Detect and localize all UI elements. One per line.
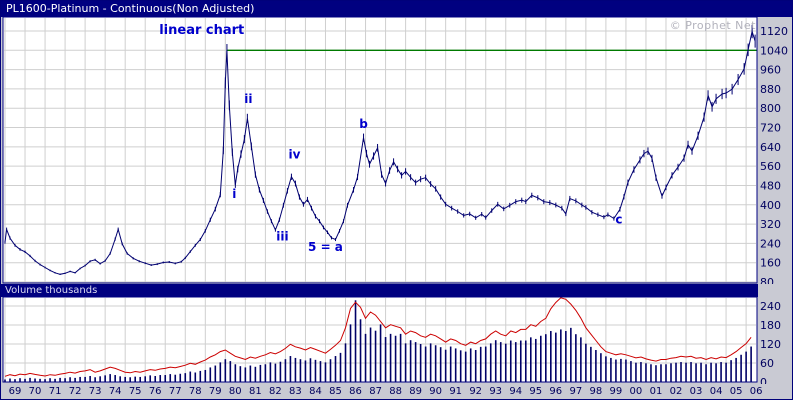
year-label: 85 (329, 386, 342, 397)
price-axis-label: 320 (760, 218, 781, 231)
price-axis-label: 560 (760, 160, 781, 173)
year-label: 06 (749, 386, 763, 397)
year-label: 89 (409, 386, 422, 397)
year-label: 96 (549, 386, 563, 397)
price-line (4, 29, 756, 275)
year-label: 94 (509, 386, 523, 397)
prophet-net-watermark: © Prophet Net (669, 19, 756, 32)
price-axis-label: 640 (760, 141, 781, 154)
annotation: iii (276, 229, 288, 243)
annotation: 5 = a (308, 240, 343, 254)
year-label: 78 (188, 386, 202, 397)
annotation: i (232, 187, 236, 201)
year-label: 05 (729, 386, 743, 397)
volume-panel-header: Volume thousands (1, 284, 758, 297)
annotation: linear chart (159, 23, 244, 38)
year-label: 98 (589, 386, 603, 397)
volume-axis-label: 180 (760, 319, 781, 332)
year-label: 95 (529, 386, 543, 397)
year-label: 81 (249, 386, 262, 397)
year-label: 97 (569, 386, 583, 397)
price-axis-label: 960 (760, 64, 781, 77)
year-label: 77 (168, 386, 182, 397)
year-label: 80 (228, 386, 242, 397)
price-axis-label: 720 (760, 122, 781, 135)
year-label: 74 (108, 386, 122, 397)
year-label: 03 (689, 386, 703, 397)
year-label: 69 (8, 386, 22, 397)
annotation: ii (244, 92, 252, 106)
price-axis-label: 480 (760, 179, 781, 192)
year-label: 79 (208, 386, 222, 397)
year-label: 76 (148, 386, 162, 397)
chart-title: PL1600-Platinum - Continuous(Non Adjuste… (6, 2, 255, 15)
price-axis-label: 80 (760, 276, 774, 284)
price-axis-label: 240 (760, 237, 781, 250)
price-axis-label: 160 (760, 257, 781, 270)
year-label: 72 (68, 386, 82, 397)
year-label: 01 (649, 386, 663, 397)
volume-axis-label: 60 (760, 357, 774, 370)
year-label: 75 (128, 386, 142, 397)
year-label: 88 (389, 386, 402, 397)
volume-axis-label: 120 (760, 338, 781, 351)
year-label: 04 (709, 386, 723, 397)
annotation: b (359, 117, 368, 131)
volume-axis-label: 0 (760, 376, 767, 384)
year-label: 84 (309, 386, 322, 397)
year-label: 90 (429, 386, 442, 397)
annotation: iv (288, 147, 300, 161)
year-label: 83 (289, 386, 302, 397)
year-label: 00 (629, 386, 643, 397)
year-label: 99 (609, 386, 623, 397)
volume-chart-canvas: 240 180 120 60 0 (2, 297, 781, 384)
volume-axis-label: 240 (760, 300, 781, 313)
price-axis-label: 800 (760, 102, 781, 115)
price-plot-bg (3, 17, 757, 283)
year-label: 92 (469, 386, 483, 397)
price-axis-label: 400 (760, 199, 781, 212)
x-axis-year-labels: 69 70 71 72 73 74 75 76 77 78 79 80 81 82 83 84 85 86 87 88… (1, 384, 792, 399)
price-axis-label: 1040 (760, 44, 788, 57)
year-label: 82 (269, 386, 282, 397)
year-label: 91 (449, 386, 463, 397)
price-axis-label: 1120 (760, 25, 788, 38)
year-label: 71 (48, 386, 62, 397)
year-label: 93 (489, 386, 503, 397)
year-label: 87 (369, 386, 382, 397)
annotation: c (615, 213, 622, 227)
title-bar: PL1600-Platinum - Continuous(Non Adjuste… (1, 1, 792, 17)
volume-panel-label: Volume thousands (5, 285, 98, 296)
year-label: 73 (88, 386, 102, 397)
price-axis-label: 880 (760, 83, 781, 96)
year-label: 70 (28, 386, 42, 397)
year-label: 02 (669, 386, 683, 397)
volume-overlay-line (4, 297, 752, 377)
year-label: 86 (349, 386, 362, 397)
